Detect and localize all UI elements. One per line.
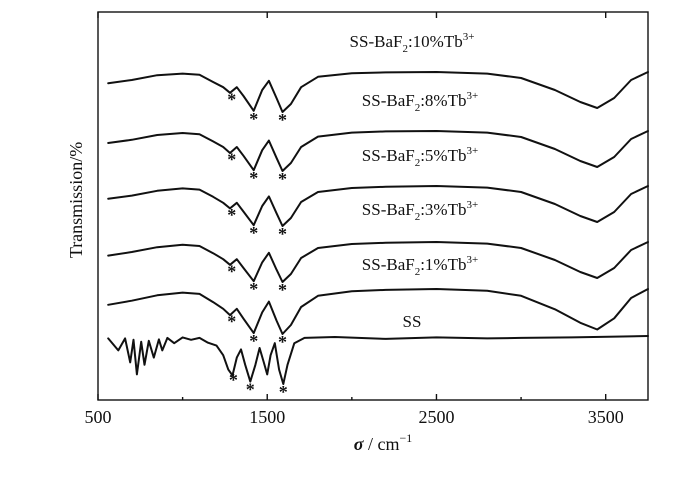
peak-marker-0-1: * (249, 109, 258, 129)
peak-marker-4-2: * (278, 332, 287, 352)
plot-frame (97, 11, 649, 401)
series-line-0 (107, 71, 649, 113)
peak-marker-3-1: * (249, 279, 258, 299)
peak-marker-5-2: * (279, 382, 288, 402)
peak-marker-0-0: * (227, 89, 236, 109)
x-tick-label-1500: 1500 (249, 407, 285, 427)
x-axis-symbol: σ (354, 434, 365, 454)
peak-marker-4-0: * (227, 312, 236, 332)
peak-marker-4-1: * (249, 331, 258, 351)
peak-marker-2-0: * (227, 205, 236, 225)
peak-marker-3-0: * (227, 261, 236, 281)
x-tick-label-2500: 2500 (418, 407, 454, 427)
series-group (107, 71, 649, 385)
peak-marker-5-1: * (246, 380, 255, 400)
x-axis-label: σ / cm−1 (354, 431, 412, 454)
series-label-3: SS-BaF2:3%Tb3+ (362, 199, 478, 223)
y-axis-label: Transmission/% (66, 142, 86, 258)
x-tick-label-3500: 3500 (588, 407, 624, 427)
series-label-0: SS-BaF2:10%Tb3+ (350, 31, 475, 55)
series-line-3 (107, 241, 649, 283)
peak-marker-0-2: * (278, 110, 287, 130)
peak-markers: * * * * * * * * * * * * * * * * * * (227, 89, 288, 402)
x-axis-ticks (97, 12, 607, 400)
series-label-4: SS-BaF2:1%Tb3+ (362, 254, 478, 278)
series-line-2 (107, 185, 649, 227)
peak-marker-1-0: * (227, 150, 236, 170)
series-label-2: SS-BaF2:5%Tb3+ (362, 145, 478, 169)
peak-marker-2-1: * (249, 223, 258, 243)
peak-marker-2-2: * (278, 224, 287, 244)
x-axis-tick-labels: 500 1500 2500 3500 (85, 407, 624, 427)
series-line-1 (107, 130, 649, 172)
peak-marker-1-2: * (278, 169, 287, 189)
peak-marker-1-1: * (249, 168, 258, 188)
series-label-1: SS-BaF2:8%Tb3+ (362, 90, 478, 114)
x-axis-unit: / cm (363, 434, 399, 454)
x-axis-unit-exponent: −1 (399, 431, 412, 445)
series-line-4 (107, 288, 649, 335)
series-line-5 (107, 335, 649, 385)
peak-marker-3-2: * (278, 280, 287, 300)
series-labels: SS-BaF2:10%Tb3+ SS-BaF2:8%Tb3+ SS-BaF2:5%T… (350, 31, 479, 331)
series-label-5: SS (403, 312, 422, 331)
x-tick-label-500: 500 (85, 407, 112, 427)
peak-marker-5-0: * (229, 370, 238, 390)
